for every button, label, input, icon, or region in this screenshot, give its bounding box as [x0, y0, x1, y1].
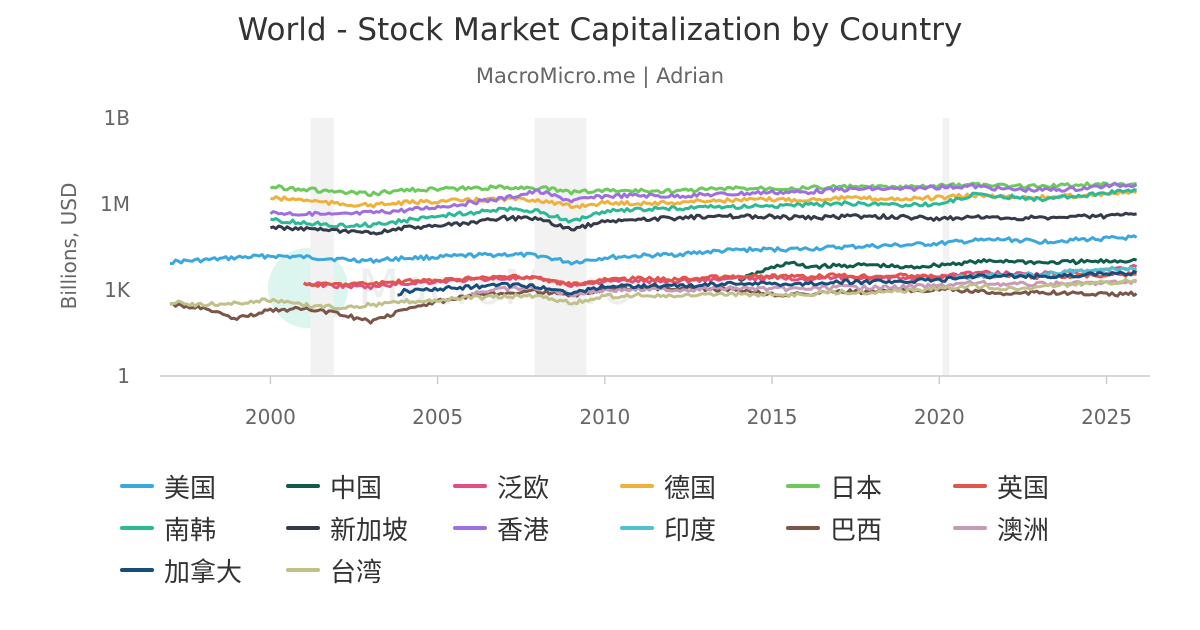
legend-item[interactable]: 新加坡 — [286, 508, 408, 548]
recession-band-0 — [310, 118, 334, 376]
legend-swatch — [453, 526, 487, 530]
legend-label: 巴西 — [830, 515, 883, 546]
legend-item[interactable]: 美国 — [120, 466, 216, 506]
recession-band-1 — [534, 118, 587, 376]
series-line-10 — [169, 284, 1138, 325]
legend-swatch — [953, 484, 987, 488]
y-tick-label: 1K — [104, 278, 131, 302]
legend-swatch — [286, 526, 320, 530]
legend-item[interactable]: 印度 — [620, 508, 716, 548]
series-line-13 — [169, 277, 1137, 311]
legend-swatch — [953, 526, 987, 530]
legend-label: 美国 — [164, 473, 217, 504]
series-line-8 — [269, 182, 1138, 217]
legend-item[interactable]: 德国 — [620, 466, 716, 506]
legend-item[interactable]: 台湾 — [286, 550, 382, 590]
y-tick-label: 1B — [104, 106, 130, 130]
series-line-6 — [270, 188, 1137, 229]
series-line-1 — [737, 257, 1138, 282]
series-line-9 — [955, 265, 1138, 281]
x-tick-label: 2005 — [412, 405, 463, 429]
x-tick-label: 2020 — [914, 405, 965, 429]
series-line-11 — [470, 279, 1138, 298]
legend-label: 英国 — [997, 473, 1050, 504]
tick-labels: 2000 2005 2010 2015 2020 2025 1 1K 1M 1B — [100, 106, 1132, 429]
legend-label: 新加坡 — [330, 515, 409, 546]
chart-canvas: 2000 2005 2010 2015 2020 2025 1 1K 1M 1B Billions… — [57, 106, 1150, 429]
legend-label: 加拿大 — [164, 557, 243, 588]
legend-swatch — [120, 526, 154, 530]
legend-item[interactable]: 南韩 — [120, 508, 216, 548]
legend-label: 日本 — [830, 473, 883, 504]
legend-swatch — [286, 484, 320, 488]
y-tick-label: 1M — [100, 192, 130, 216]
x-tick-label: 2025 — [1081, 405, 1132, 429]
recession-band-2 — [942, 118, 950, 376]
legend-swatch — [286, 568, 320, 572]
legend-swatch — [120, 568, 154, 572]
chart-subtitle: MacroMicro.me | Adrian — [475, 64, 725, 88]
series-line-3 — [270, 189, 1137, 210]
x-tick-label: 2000 — [245, 405, 296, 429]
y-tick-label: 1 — [117, 364, 130, 388]
y-axis-label: Billions, USD — [57, 183, 81, 310]
legend-swatch — [453, 484, 487, 488]
series-lines — [169, 181, 1138, 325]
legend-swatch — [120, 484, 154, 488]
legend-label: 台湾 — [330, 557, 383, 588]
legend-label: 中国 — [330, 473, 383, 504]
legend-label: 泛欧 — [497, 473, 550, 504]
legend-item[interactable]: 英国 — [953, 466, 1049, 506]
legend-label: 澳洲 — [997, 515, 1050, 546]
series-line-7 — [269, 211, 1137, 236]
legend-item[interactable]: 中国 — [286, 466, 382, 506]
legend-swatch — [786, 526, 820, 530]
x-tick-label: 2015 — [747, 405, 798, 429]
legend-item[interactable]: 泛欧 — [453, 466, 549, 506]
legend-swatch — [786, 484, 820, 488]
axes — [160, 375, 1150, 384]
legend-label: 德国 — [664, 473, 717, 504]
legend-item[interactable]: 巴西 — [786, 508, 882, 548]
legend-item[interactable]: 日本 — [786, 466, 882, 506]
legend-label: 印度 — [664, 515, 717, 546]
legend-item[interactable]: 香港 — [453, 508, 549, 548]
legend-item[interactable]: 澳洲 — [953, 508, 1049, 548]
legend-swatch — [620, 484, 654, 488]
x-tick-label: 2010 — [579, 405, 630, 429]
series-line-4 — [269, 181, 1137, 198]
legend-item[interactable]: 加拿大 — [120, 550, 242, 590]
legend-swatch — [620, 526, 654, 530]
legend-label: 南韩 — [164, 515, 217, 546]
series-line-12 — [397, 270, 1138, 297]
series-line-0 — [170, 234, 1138, 266]
legend-label: 香港 — [497, 515, 550, 546]
chart-title: World - Stock Market Capitalization by C… — [237, 12, 963, 48]
